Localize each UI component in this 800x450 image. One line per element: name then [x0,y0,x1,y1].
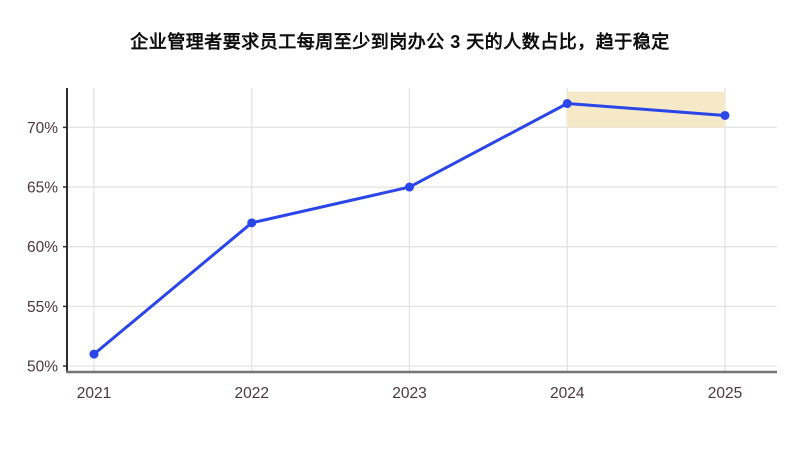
y-tick-label: 70% [27,120,58,137]
y-tick-label: 55% [27,299,58,316]
data-point [405,182,414,192]
x-tick-label: 2025 [708,385,742,402]
y-tick-label: 60% [27,239,58,256]
x-tick-label: 2022 [235,385,269,402]
y-tick-label: 50% [27,359,58,376]
y-tick-label: 65% [27,180,58,197]
data-point [720,110,730,120]
x-tick-label: 2021 [77,385,111,402]
data-point [562,99,572,109]
data-point [247,218,257,228]
chart-title: 企业管理者要求员工每周至少到岗办公 3 天的人数占比，趋于稳定 [130,32,670,52]
x-tick-label: 2024 [550,385,585,402]
x-tick-label: 2023 [392,385,426,402]
data-point [89,349,99,359]
